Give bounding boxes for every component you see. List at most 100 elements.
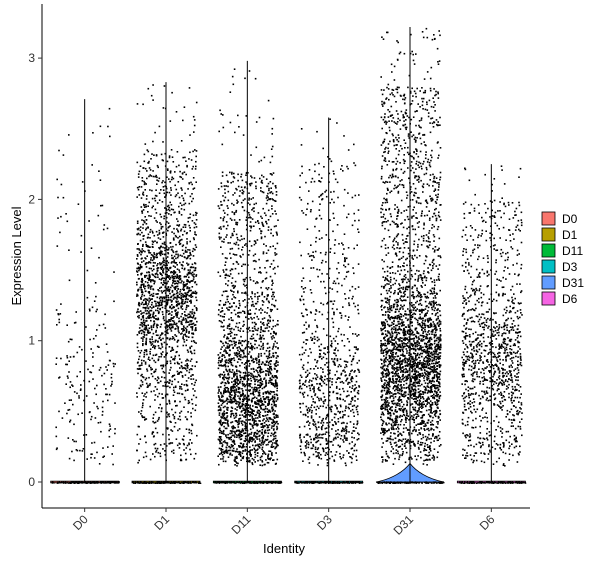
data-point [243,237,245,240]
data-point [161,292,163,294]
data-point [176,351,178,353]
data-point [242,407,244,410]
data-point [138,251,141,254]
data-point [254,396,256,398]
data-point [244,437,247,440]
data-point [155,309,157,312]
data-point [152,340,154,343]
data-point [160,352,162,355]
data-point [72,481,75,483]
data-point [140,318,143,321]
data-point [159,334,162,336]
data-point [164,450,166,452]
data-point [178,317,180,320]
data-point [193,341,196,344]
data-point [157,359,160,362]
data-point [152,288,154,290]
data-point [171,300,173,302]
data-point [154,197,156,200]
data-point [262,450,264,452]
data-point [255,403,257,405]
data-point [220,386,222,388]
data-point [225,268,228,271]
data-point [80,384,82,386]
data-point [187,316,189,319]
data-point [260,481,262,483]
data-point [142,209,145,211]
data-point [263,337,265,340]
data-point [239,395,242,398]
data-point [248,438,251,441]
data-point [65,482,67,484]
data-point [239,358,242,361]
data-point [276,444,279,447]
data-point [241,428,244,430]
data-point [231,407,234,409]
data-point [161,266,164,269]
data-point [187,217,190,219]
data-point [254,339,256,342]
data-point [247,264,249,266]
data-point [152,205,154,207]
data-point [266,426,269,429]
data-point [253,433,256,436]
data-point [227,436,230,439]
data-point [164,273,167,275]
data-point [185,458,187,461]
data-point [222,219,225,222]
data-point [221,373,224,376]
data-point [268,399,271,401]
data-point [165,327,167,330]
zero-points-d11 [214,481,283,484]
data-point [223,336,225,338]
data-point [267,404,270,406]
data-point [174,195,177,198]
data-point [264,385,266,388]
data-point [190,289,192,292]
data-point [176,264,178,266]
data-point [245,172,248,174]
data-point [272,408,275,411]
data-point [148,327,151,330]
data-point [236,401,238,403]
data-point [239,342,242,345]
data-point [171,450,173,453]
data-point [232,284,235,287]
data-point [219,419,222,421]
data-point [175,313,177,316]
data-point [102,447,104,449]
data-point [241,380,244,383]
data-point [249,407,252,410]
data-point [237,329,240,332]
data-point [251,291,253,293]
data-point [176,291,179,294]
data-point [233,340,235,343]
data-point [169,312,171,315]
data-point [270,365,272,368]
data-point [140,412,142,415]
data-point [218,421,220,424]
data-point [254,343,256,346]
data-point [145,266,148,268]
data-point [238,397,241,400]
data-point [152,420,154,423]
data-point [229,339,232,342]
data-point [158,356,160,358]
data-point [157,166,159,169]
data-point [92,132,94,134]
data-point [257,374,260,376]
data-point [271,127,274,130]
data-point [238,404,240,406]
data-point [142,223,144,226]
data-point [148,316,151,318]
data-point [241,446,244,449]
data-point [239,451,242,454]
data-point [254,383,256,386]
data-point [257,423,259,426]
data-point [222,392,225,395]
data-point [162,261,164,263]
data-point [241,362,243,364]
data-point [137,266,140,269]
data-point [219,300,222,302]
data-point [236,380,239,382]
